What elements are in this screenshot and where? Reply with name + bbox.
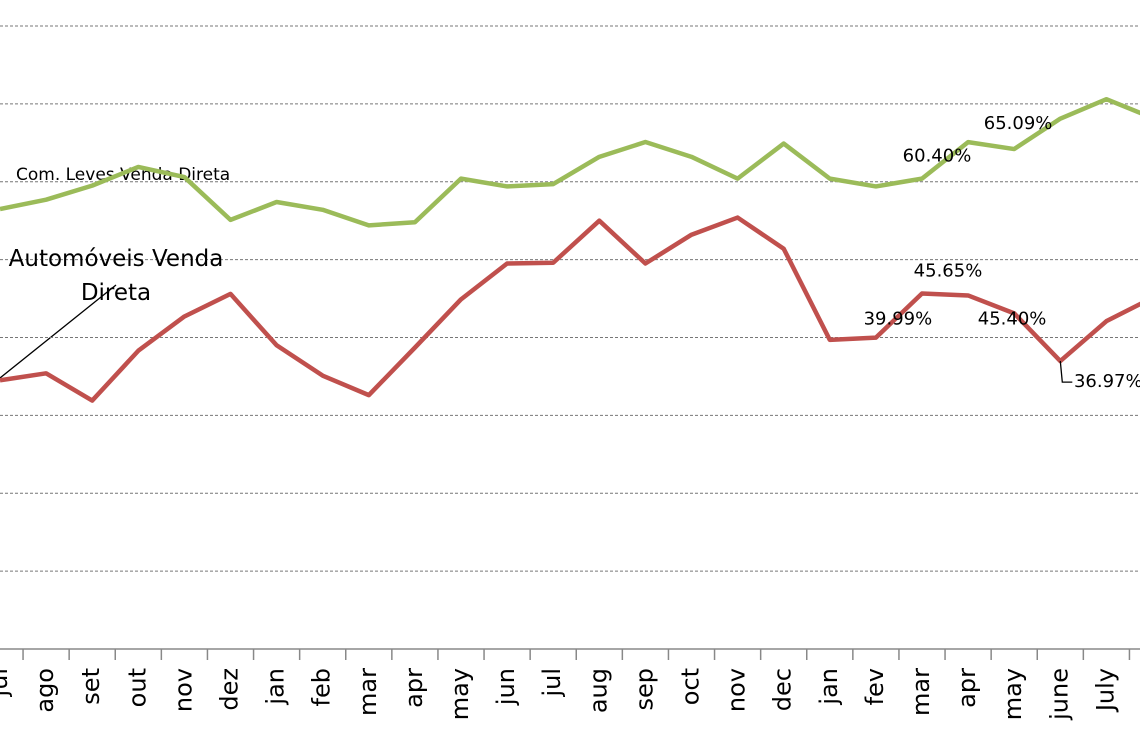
x-tick-label: set [77, 668, 105, 705]
x-tick-label: fev [861, 668, 889, 705]
x-tick-label: jul [0, 668, 13, 698]
x-tick-label: out [123, 668, 151, 707]
x-tick-label: dez [216, 668, 244, 711]
data-label: 45.40% [978, 308, 1047, 329]
x-tick-label: may [999, 668, 1027, 720]
x-tick-label: oct [677, 668, 705, 705]
x-tick-label: apr [953, 668, 981, 708]
x-tick-label: July [1091, 668, 1119, 713]
x-tick-label: apr [400, 668, 428, 708]
x-tick-label: jul [538, 668, 566, 698]
x-tick-label: dec [769, 668, 797, 711]
data-label: 65.09% [984, 113, 1053, 134]
line [0, 96, 1140, 228]
x-tick-label: mar [907, 668, 935, 716]
series-label: Automóveis Venda Direta [8, 246, 224, 306]
x-tick-label: aug [584, 668, 612, 713]
leader-line [1059, 361, 1073, 383]
data-label: 45.65% [914, 261, 983, 282]
line [0, 215, 1140, 403]
x-tick-label: may [446, 668, 474, 720]
x-tick-label: jan [262, 668, 290, 706]
data-label: 36.97% [1074, 371, 1140, 392]
x-tick-label: nov [169, 668, 197, 712]
x-tick-label: mar [354, 668, 382, 716]
data-label: 39.99% [864, 309, 933, 330]
x-tick-label: sep [630, 668, 658, 711]
leader-line [0, 284, 117, 379]
x-tick-label: jan [815, 668, 843, 706]
x-tick-label: june [1045, 668, 1073, 721]
x-tick-label: feb [308, 668, 336, 706]
x-tick-label: nov [723, 668, 751, 712]
x-tick-label: ago [31, 668, 59, 713]
data-label: 60.40% [903, 146, 972, 167]
x-tick-label: jun [492, 668, 520, 706]
